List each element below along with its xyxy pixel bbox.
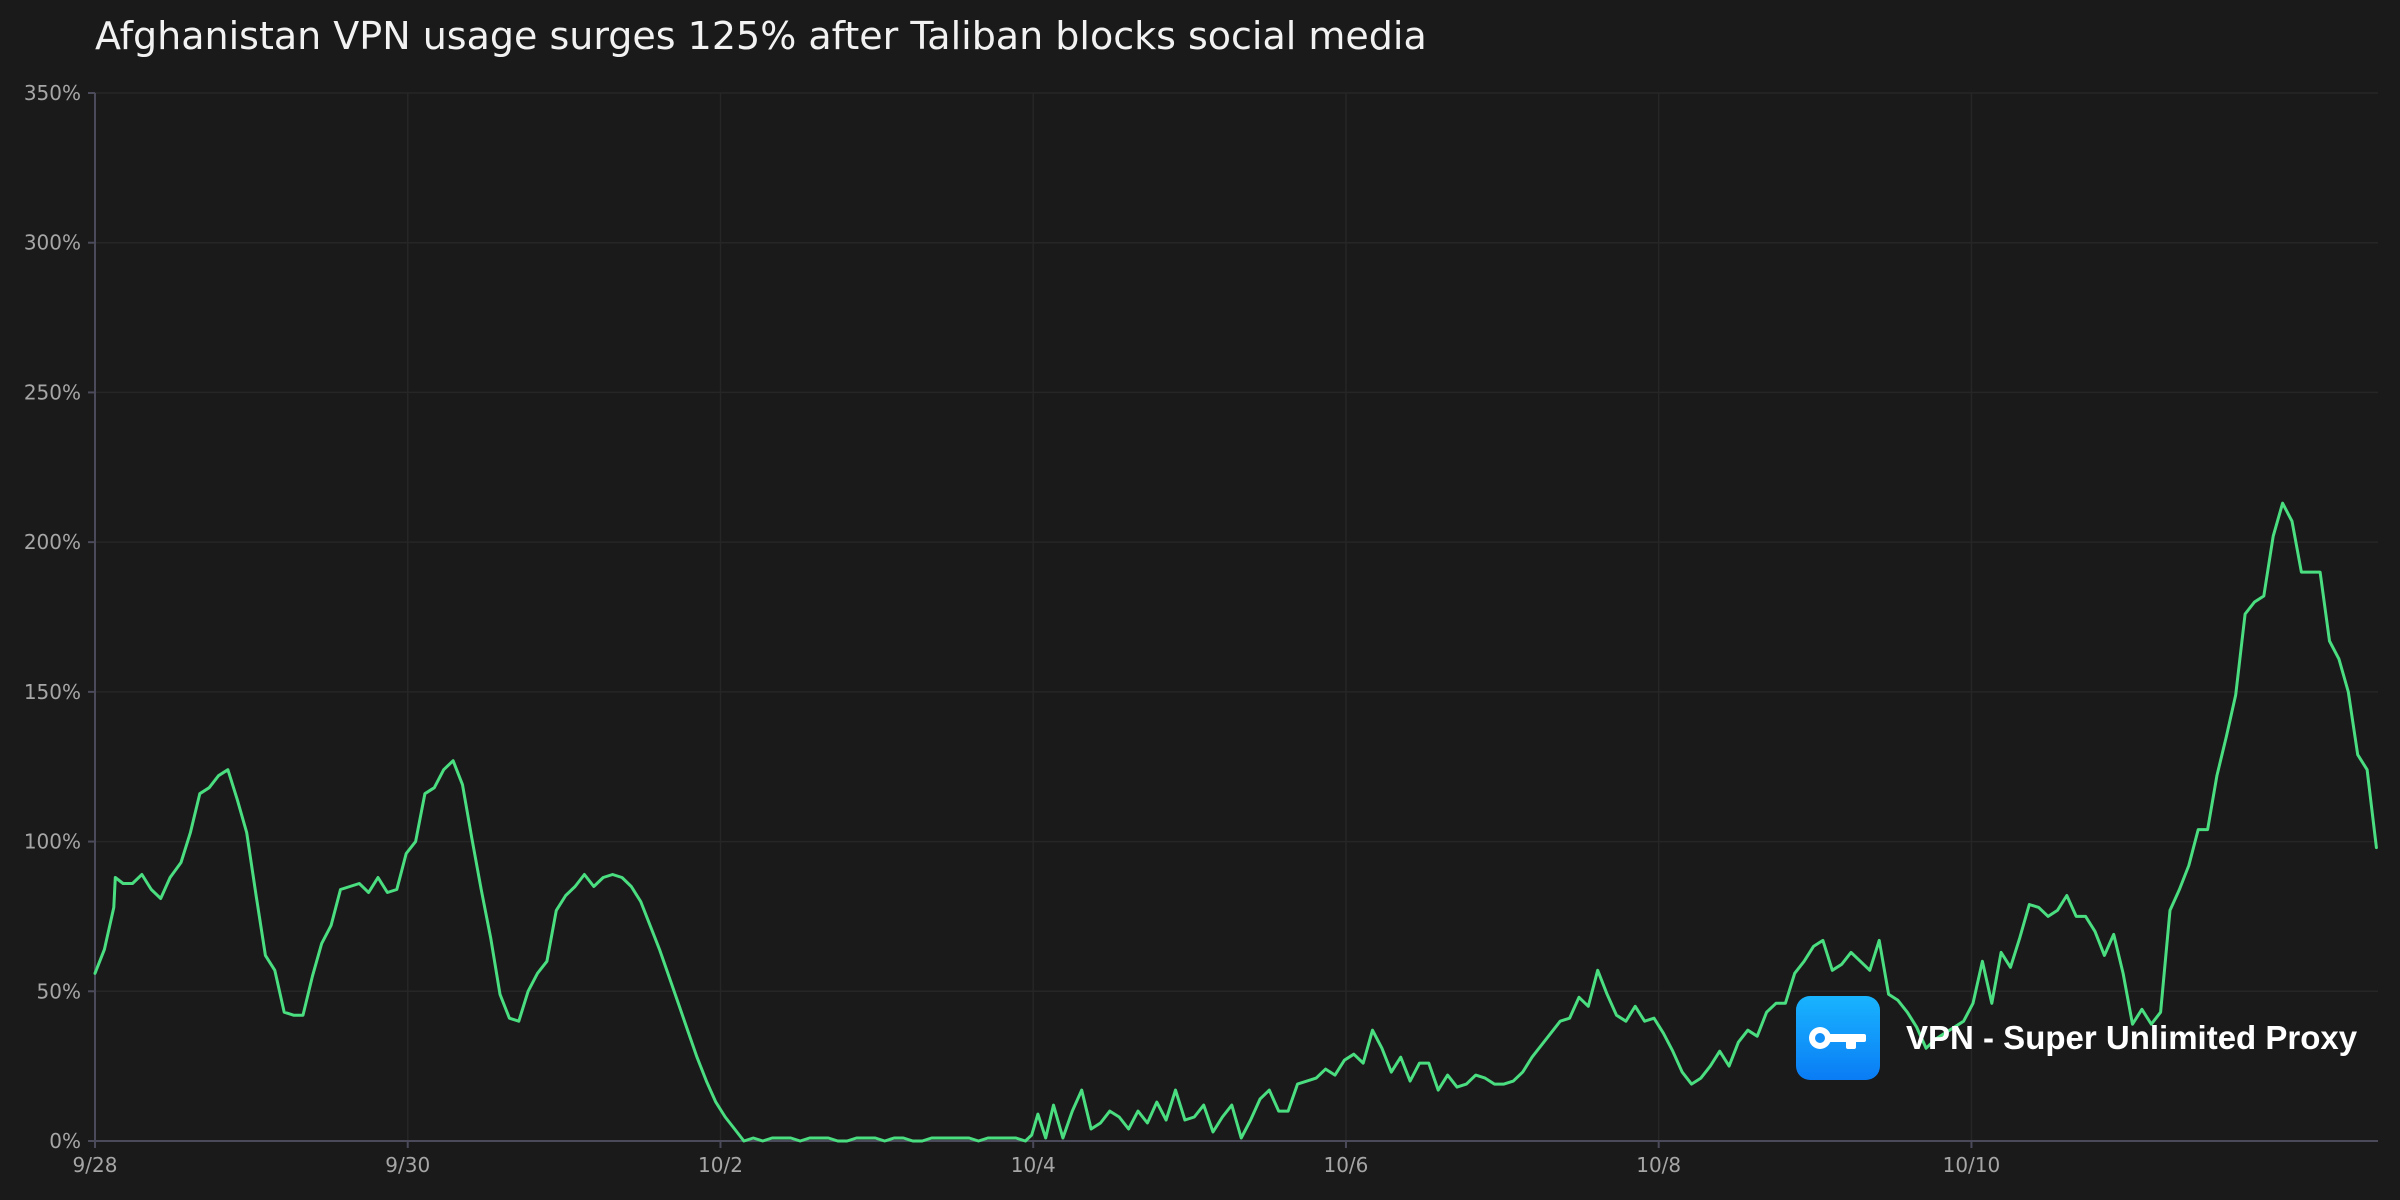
brand-badge: VPN - Super Unlimited Proxy	[1796, 996, 2357, 1080]
y-tick-label: 100%	[24, 830, 81, 854]
grid-layer	[95, 92, 2378, 1141]
y-tick-label: 350%	[24, 81, 81, 105]
x-tick-label: 10/6	[1323, 1153, 1368, 1177]
x-tick-label: 10/4	[1011, 1153, 1056, 1177]
chart-title: Afghanistan VPN usage surges 125% after …	[95, 14, 1427, 58]
axis-layer	[94, 93, 2378, 1142]
x-tick-label: 10/2	[698, 1153, 743, 1177]
x-tick-label: 9/30	[385, 1153, 430, 1177]
y-tick-label: 200%	[24, 530, 81, 554]
y-tick-label: 150%	[24, 680, 81, 704]
brand-name: VPN - Super Unlimited Proxy	[1906, 1019, 2358, 1056]
x-tick-label: 10/10	[1943, 1153, 2001, 1177]
x-tick-label: 10/8	[1636, 1153, 1681, 1177]
tick-layer: 0% 50% 100% 150% 200% 250% 300% 350% 9/28 9/30 10/…	[24, 81, 2000, 1177]
y-tick-label: 0%	[49, 1129, 81, 1153]
series-line	[93, 501, 2378, 1143]
y-tick-label: 250%	[24, 380, 81, 404]
y-tick-label: 50%	[37, 979, 81, 1003]
series-layer	[93, 501, 2378, 1143]
x-tick-label: 9/28	[73, 1153, 118, 1177]
y-tick-label: 300%	[24, 231, 81, 255]
key-icon	[1796, 996, 1880, 1080]
